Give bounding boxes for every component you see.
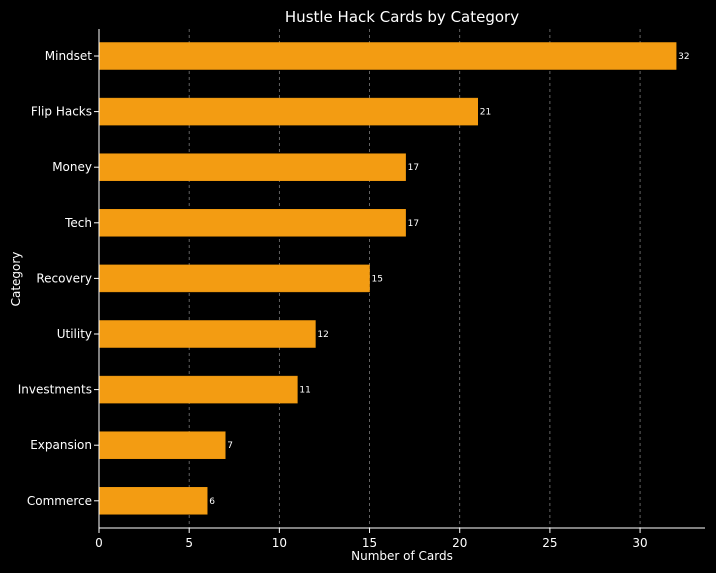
bar-recovery: [98, 264, 370, 293]
data-label: 7: [227, 441, 233, 451]
x-tick-label: 30: [632, 536, 647, 550]
x-tick-label: 0: [95, 536, 103, 550]
x-tick-label: 15: [362, 536, 377, 550]
x-axis-title: Number of Cards: [351, 549, 453, 563]
data-label: 21: [480, 108, 491, 118]
y-tick-label: Tech: [64, 216, 92, 230]
bar-commerce: [98, 487, 208, 515]
bars: [98, 42, 677, 515]
x-tick-label: 20: [452, 536, 467, 550]
chart-title: Hustle Hack Cards by Category: [285, 8, 519, 26]
y-tick-label: Investments: [18, 383, 92, 397]
ticks: 0 5 10 15 20 25 30 Mindset Flip Hacks Money Tech Re…: [18, 49, 648, 550]
bar-investments: [98, 375, 298, 404]
bar-mindset: [98, 42, 677, 70]
x-tick-label: 10: [272, 536, 287, 550]
y-tick-label: Commerce: [27, 494, 92, 508]
data-label: 17: [408, 163, 419, 173]
y-tick-label: Recovery: [36, 271, 92, 285]
data-label: 11: [299, 386, 310, 396]
data-label: 6: [209, 497, 215, 507]
bar-utility: [98, 320, 316, 348]
bar-tech: [98, 209, 406, 237]
data-label: 17: [408, 219, 419, 229]
x-tick-label: 5: [185, 536, 193, 550]
y-tick-label: Money: [52, 160, 92, 174]
y-tick-label: Flip Hacks: [31, 105, 92, 119]
data-label: 12: [317, 330, 328, 340]
y-tick-label: Utility: [57, 327, 92, 341]
data-label: 15: [372, 274, 383, 284]
y-axis-title: Category: [9, 252, 23, 307]
y-tick-label: Mindset: [45, 49, 93, 63]
bar-expansion: [98, 431, 226, 459]
bar-flip-hacks: [98, 97, 478, 126]
data-label: 32: [678, 52, 689, 62]
y-tick-label: Expansion: [30, 438, 92, 452]
data-labels: 32 21 17 17 15 12 11 7 6: [209, 52, 689, 507]
bar-money: [98, 153, 406, 181]
x-tick-label: 25: [542, 536, 557, 550]
